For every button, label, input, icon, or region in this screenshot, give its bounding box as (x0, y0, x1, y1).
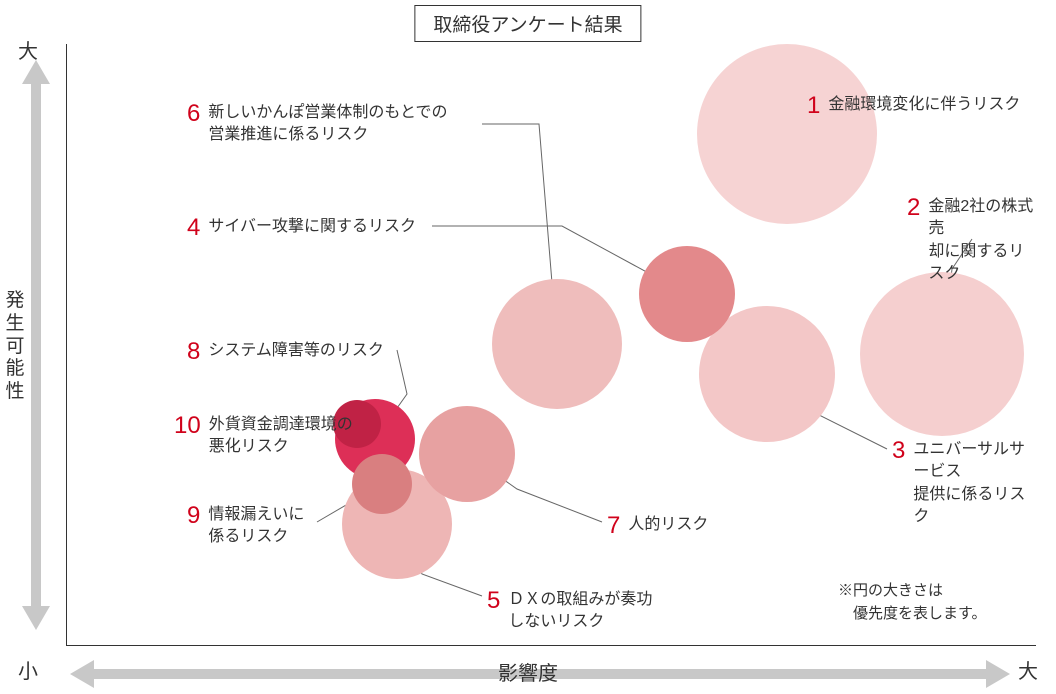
risk-text: ユニバーサルサービス 提供に係るリスク (913, 439, 1036, 529)
risk-text: 外貨資金調達環境の 悪化リスク (209, 414, 353, 459)
y-axis-low-label: 小 (18, 655, 38, 684)
y-axis-arrow (22, 60, 50, 630)
x-axis-high-label: 大 (1018, 655, 1038, 684)
risk-number: 6 (187, 102, 200, 126)
risk-number: 10 (174, 414, 201, 438)
risk-label-6: 6 新しいかんぽ営業体制のもとでの 営業推進に係るリスク (187, 102, 448, 147)
bubble-9 (352, 454, 412, 514)
risk-text: ＤＸの取組みが奏功 しないリスク (508, 589, 652, 634)
y-axis-high-label: 大 (18, 35, 38, 64)
footnote: ※円の大きさは 優先度を表します。 (838, 580, 987, 625)
risk-label-9: 9 情報漏えいに 係るリスク (187, 504, 304, 549)
risk-number: 9 (187, 504, 200, 528)
risk-label-2: 2 金融2社の株式売 却に関するリスク (907, 196, 1036, 286)
bubble-1 (697, 44, 877, 224)
bubble-6 (492, 279, 622, 409)
risk-number: 7 (607, 514, 620, 538)
risk-number: 8 (187, 340, 200, 364)
risk-label-4: 4 サイバー攻撃に関するリスク (187, 216, 416, 240)
risk-number: 2 (907, 196, 920, 220)
risk-text: 情報漏えいに 係るリスク (208, 504, 304, 549)
risk-text: 金融2社の株式売 却に関するリスク (928, 196, 1036, 286)
risk-number: 3 (892, 439, 905, 463)
bubble-2 (860, 272, 1024, 436)
y-axis-label: 発生可能性 (5, 290, 25, 404)
risk-number: 5 (487, 589, 500, 613)
risk-text: 新しいかんぽ営業体制のもとでの 営業推進に係るリスク (208, 102, 447, 147)
risk-text: システム障害等のリスク (208, 340, 384, 362)
risk-label-8: 8 システム障害等のリスク (187, 340, 384, 364)
risk-label-3: 3 ユニバーサルサービス 提供に係るリスク (892, 439, 1036, 529)
risk-label-10: 10 外貨資金調達環境の 悪化リスク (174, 414, 353, 459)
bubble-7 (419, 406, 515, 502)
risk-number: 1 (807, 94, 820, 118)
risk-label-1: 1 金融環境変化に伴うリスク (807, 94, 1020, 118)
risk-text: 金融環境変化に伴うリスク (828, 94, 1020, 116)
risk-text: サイバー攻撃に関するリスク (208, 216, 416, 238)
risk-label-7: 7 人的リスク (607, 514, 708, 538)
bubble-4 (639, 246, 735, 342)
bubble-plot: 1 金融環境変化に伴うリスク 2 金融2社の株式売 却に関するリスク 3 ユニバーサルサー… (66, 44, 1036, 646)
risk-label-5: 5 ＤＸの取組みが奏功 しないリスク (487, 589, 652, 634)
x-axis-label: 影響度 (498, 657, 558, 686)
risk-number: 4 (187, 216, 200, 240)
risk-text: 人的リスク (628, 514, 708, 536)
chart-title: 取締役アンケート結果 (414, 5, 641, 42)
